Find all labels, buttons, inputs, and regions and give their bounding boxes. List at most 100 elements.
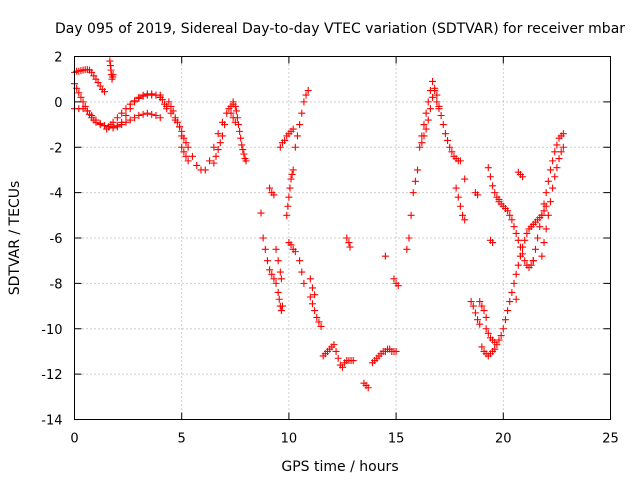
data-point [330, 341, 338, 349]
data-point [510, 279, 518, 287]
data-point [216, 139, 224, 147]
data-point [156, 114, 164, 122]
data-point [266, 184, 274, 192]
data-point [178, 143, 186, 151]
data-point [232, 107, 240, 115]
series-track-33 [471, 189, 490, 321]
data-point [334, 354, 342, 362]
data-point [482, 313, 490, 321]
data-point [478, 302, 486, 310]
data-point [236, 127, 244, 135]
x-tick-label: 25 [602, 432, 619, 447]
data-point [551, 173, 559, 181]
data-point [476, 320, 484, 328]
data-point [206, 157, 214, 165]
data-point [272, 279, 280, 287]
data-point [439, 121, 447, 129]
series-track-37 [484, 164, 503, 203]
data-point [534, 234, 542, 242]
y-tick-label: -8 [50, 277, 63, 292]
data-point [180, 148, 188, 156]
data-point [452, 184, 460, 192]
data-point [221, 121, 229, 129]
data-point [152, 111, 160, 119]
data-point [304, 87, 312, 95]
data-point [486, 173, 494, 181]
data-point [148, 110, 156, 118]
data-point [506, 298, 514, 306]
data-point [549, 157, 557, 165]
data-point [106, 57, 114, 65]
data-point [214, 146, 222, 154]
data-point [302, 91, 310, 99]
series-track-42 [529, 130, 567, 265]
data-point [441, 130, 449, 138]
data-point [521, 236, 529, 244]
data-point [471, 309, 479, 317]
data-point [298, 268, 306, 276]
data-point [274, 257, 282, 265]
data-point [270, 275, 278, 283]
data-point [218, 132, 226, 140]
data-point [171, 116, 179, 124]
data-point [237, 134, 245, 142]
data-point [555, 155, 563, 163]
data-point [484, 329, 492, 337]
series-track-38 [495, 198, 537, 271]
data-point [489, 239, 497, 247]
series-track-27 [390, 275, 402, 290]
data-point [540, 239, 548, 247]
data-point [544, 211, 552, 219]
data-point [311, 307, 319, 315]
data-point [300, 98, 308, 106]
data-point [163, 102, 171, 110]
data-point [474, 316, 482, 324]
data-point [536, 223, 544, 231]
data-point [231, 102, 239, 110]
data-point [291, 248, 299, 256]
data-point [176, 123, 184, 131]
data-point [285, 193, 293, 201]
data-point [343, 234, 351, 242]
data-point [268, 270, 276, 278]
series-track-15 [266, 184, 285, 283]
data-point [286, 184, 294, 192]
data-point [523, 229, 531, 237]
data-point [411, 177, 419, 185]
data-point [178, 132, 186, 140]
x-axis-label: GPS time / hours [281, 459, 398, 475]
data-point [381, 252, 389, 260]
data-point [557, 148, 565, 156]
data-point [345, 239, 353, 247]
data-point [414, 166, 422, 174]
data-point [510, 223, 518, 231]
data-point [444, 136, 452, 144]
y-tick-label: -12 [41, 368, 62, 383]
series-track-23 [343, 234, 354, 251]
data-point [512, 270, 520, 278]
data-point [293, 132, 301, 140]
data-point [546, 198, 554, 206]
data-point [531, 245, 539, 253]
data-point [289, 125, 297, 133]
data-point [542, 189, 550, 197]
data-point [407, 211, 415, 219]
data-point [501, 316, 509, 324]
data-point [77, 93, 85, 101]
data-point [553, 164, 561, 172]
y-tick-label: 2 [54, 51, 62, 66]
x-tick-label: 20 [495, 432, 512, 447]
data-point [448, 148, 456, 156]
data-point [422, 125, 430, 133]
series-track-41 [512, 295, 520, 303]
series-track-10 [210, 121, 229, 167]
data-point [540, 207, 548, 215]
data-point [278, 302, 286, 310]
data-point [394, 282, 402, 290]
data-point [210, 159, 218, 167]
axis-ticks [74, 56, 611, 420]
data-point [277, 307, 285, 315]
series-track-18 [285, 239, 299, 256]
y-tick-label: -10 [41, 323, 62, 338]
